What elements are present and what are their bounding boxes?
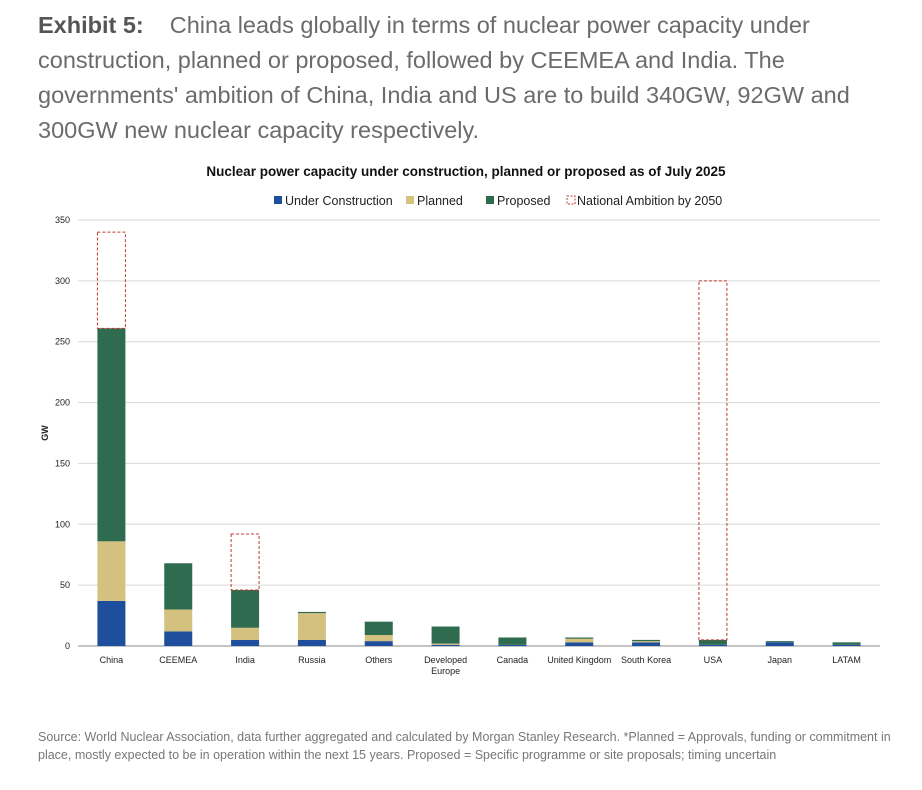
bar-usa-under-construction — [698, 644, 727, 646]
chart-title: Nuclear power capacity under constructio… — [206, 164, 726, 179]
x-tick-label-united-kingdom: United Kingdom — [547, 655, 611, 665]
bar-ceemea-planned — [164, 609, 193, 632]
x-tick-label-canada: Canada — [497, 655, 529, 665]
bar-ceemea-proposed — [164, 563, 193, 610]
bar-russia-proposed — [297, 611, 326, 614]
exhibit-text: China leads globally in terms of nuclear… — [38, 12, 850, 143]
nuclear-capacity-chart: Nuclear power capacity under constructio… — [40, 164, 880, 676]
bar-south-korea-planned — [632, 641, 661, 643]
legend-swatch-under-construction — [274, 196, 282, 204]
bar-south-korea-proposed — [632, 639, 661, 642]
bar-united-kingdom-under-construction — [565, 642, 594, 646]
legend-label-ambition: National Ambition by 2050 — [577, 194, 722, 208]
x-tick-label-usa: USA — [704, 655, 723, 665]
ambition-box-usa — [698, 280, 728, 641]
legend-swatch-planned — [406, 196, 414, 204]
bar-others-planned — [364, 635, 393, 642]
x-tick-label-south-korea: South Korea — [621, 655, 671, 665]
x-tick-label-others: Others — [365, 655, 393, 665]
bar-india-under-construction — [231, 639, 260, 646]
legend-swatch-proposed — [486, 196, 494, 204]
bar-south-korea-under-construction — [632, 642, 661, 646]
x-tick-label-developed-europe-line1: Developed — [424, 655, 467, 665]
y-axis-label: GW — [40, 425, 50, 441]
bar-developed-europe-proposed — [431, 626, 460, 644]
exhibit-label: Exhibit 5: — [38, 12, 144, 38]
x-tick-label-russia: Russia — [298, 655, 326, 665]
bar-canada-under-construction — [498, 644, 527, 646]
bar-india-planned — [231, 627, 260, 640]
bar-russia-under-construction — [297, 639, 326, 646]
y-tick-label-50: 50 — [60, 580, 70, 590]
bar-china-proposed — [97, 328, 126, 542]
legend-label-proposed: Proposed — [497, 194, 551, 208]
bar-canada-proposed — [498, 637, 527, 645]
x-tick-label-developed-europe-line2: Europe — [431, 666, 460, 676]
bar-china-under-construction — [97, 600, 126, 646]
x-tick-label-india: India — [235, 655, 255, 665]
x-tick-label-latam: LATAM — [832, 655, 861, 665]
ambition-box-china — [96, 231, 126, 329]
exhibit-caption: Exhibit 5: China leads globally in terms … — [38, 8, 908, 148]
source-note: Source: World Nuclear Association, data … — [38, 730, 891, 762]
ambition-box-india — [230, 533, 260, 591]
bar-usa-proposed — [698, 639, 727, 645]
y-tick-label-0: 0 — [65, 641, 70, 651]
chart-legend: Under Construction Planned Proposed Nati… — [274, 194, 722, 208]
y-tick-label-300: 300 — [55, 276, 70, 286]
bar-china-planned — [97, 541, 126, 601]
x-tick-label-ceemea: CEEMEA — [159, 655, 197, 665]
bar-united-kingdom-planned — [565, 638, 594, 643]
bar-latam-under-construction — [832, 644, 861, 646]
bar-developed-europe-under-construction — [431, 644, 460, 646]
y-tick-label-100: 100 — [55, 519, 70, 529]
bar-latam-proposed — [832, 642, 861, 645]
plot-area: 0 50 100 150 200 250 300 350 China CEEMEA India Rus… — [55, 215, 880, 676]
bar-ceemea-under-construction — [164, 631, 193, 646]
bar-india-proposed — [231, 590, 260, 628]
bar-developed-europe-planned — [431, 643, 460, 645]
bar-others-proposed — [364, 621, 393, 636]
bar-russia-planned — [297, 613, 326, 640]
bar-japan-under-construction — [765, 642, 794, 646]
y-tick-label-200: 200 — [55, 398, 70, 408]
y-tick-label-250: 250 — [55, 337, 70, 347]
bar-united-kingdom-proposed — [565, 637, 594, 639]
x-tick-label-china: China — [100, 655, 124, 665]
x-tick-label-japan: Japan — [767, 655, 792, 665]
bar-others-under-construction — [364, 641, 393, 646]
legend-label-under-construction: Under Construction — [285, 194, 393, 208]
legend-swatch-ambition — [566, 195, 576, 205]
legend-label-planned: Planned — [417, 194, 463, 208]
bar-japan-proposed — [765, 641, 794, 643]
y-tick-label-350: 350 — [55, 215, 70, 225]
y-tick-label-150: 150 — [55, 458, 70, 468]
